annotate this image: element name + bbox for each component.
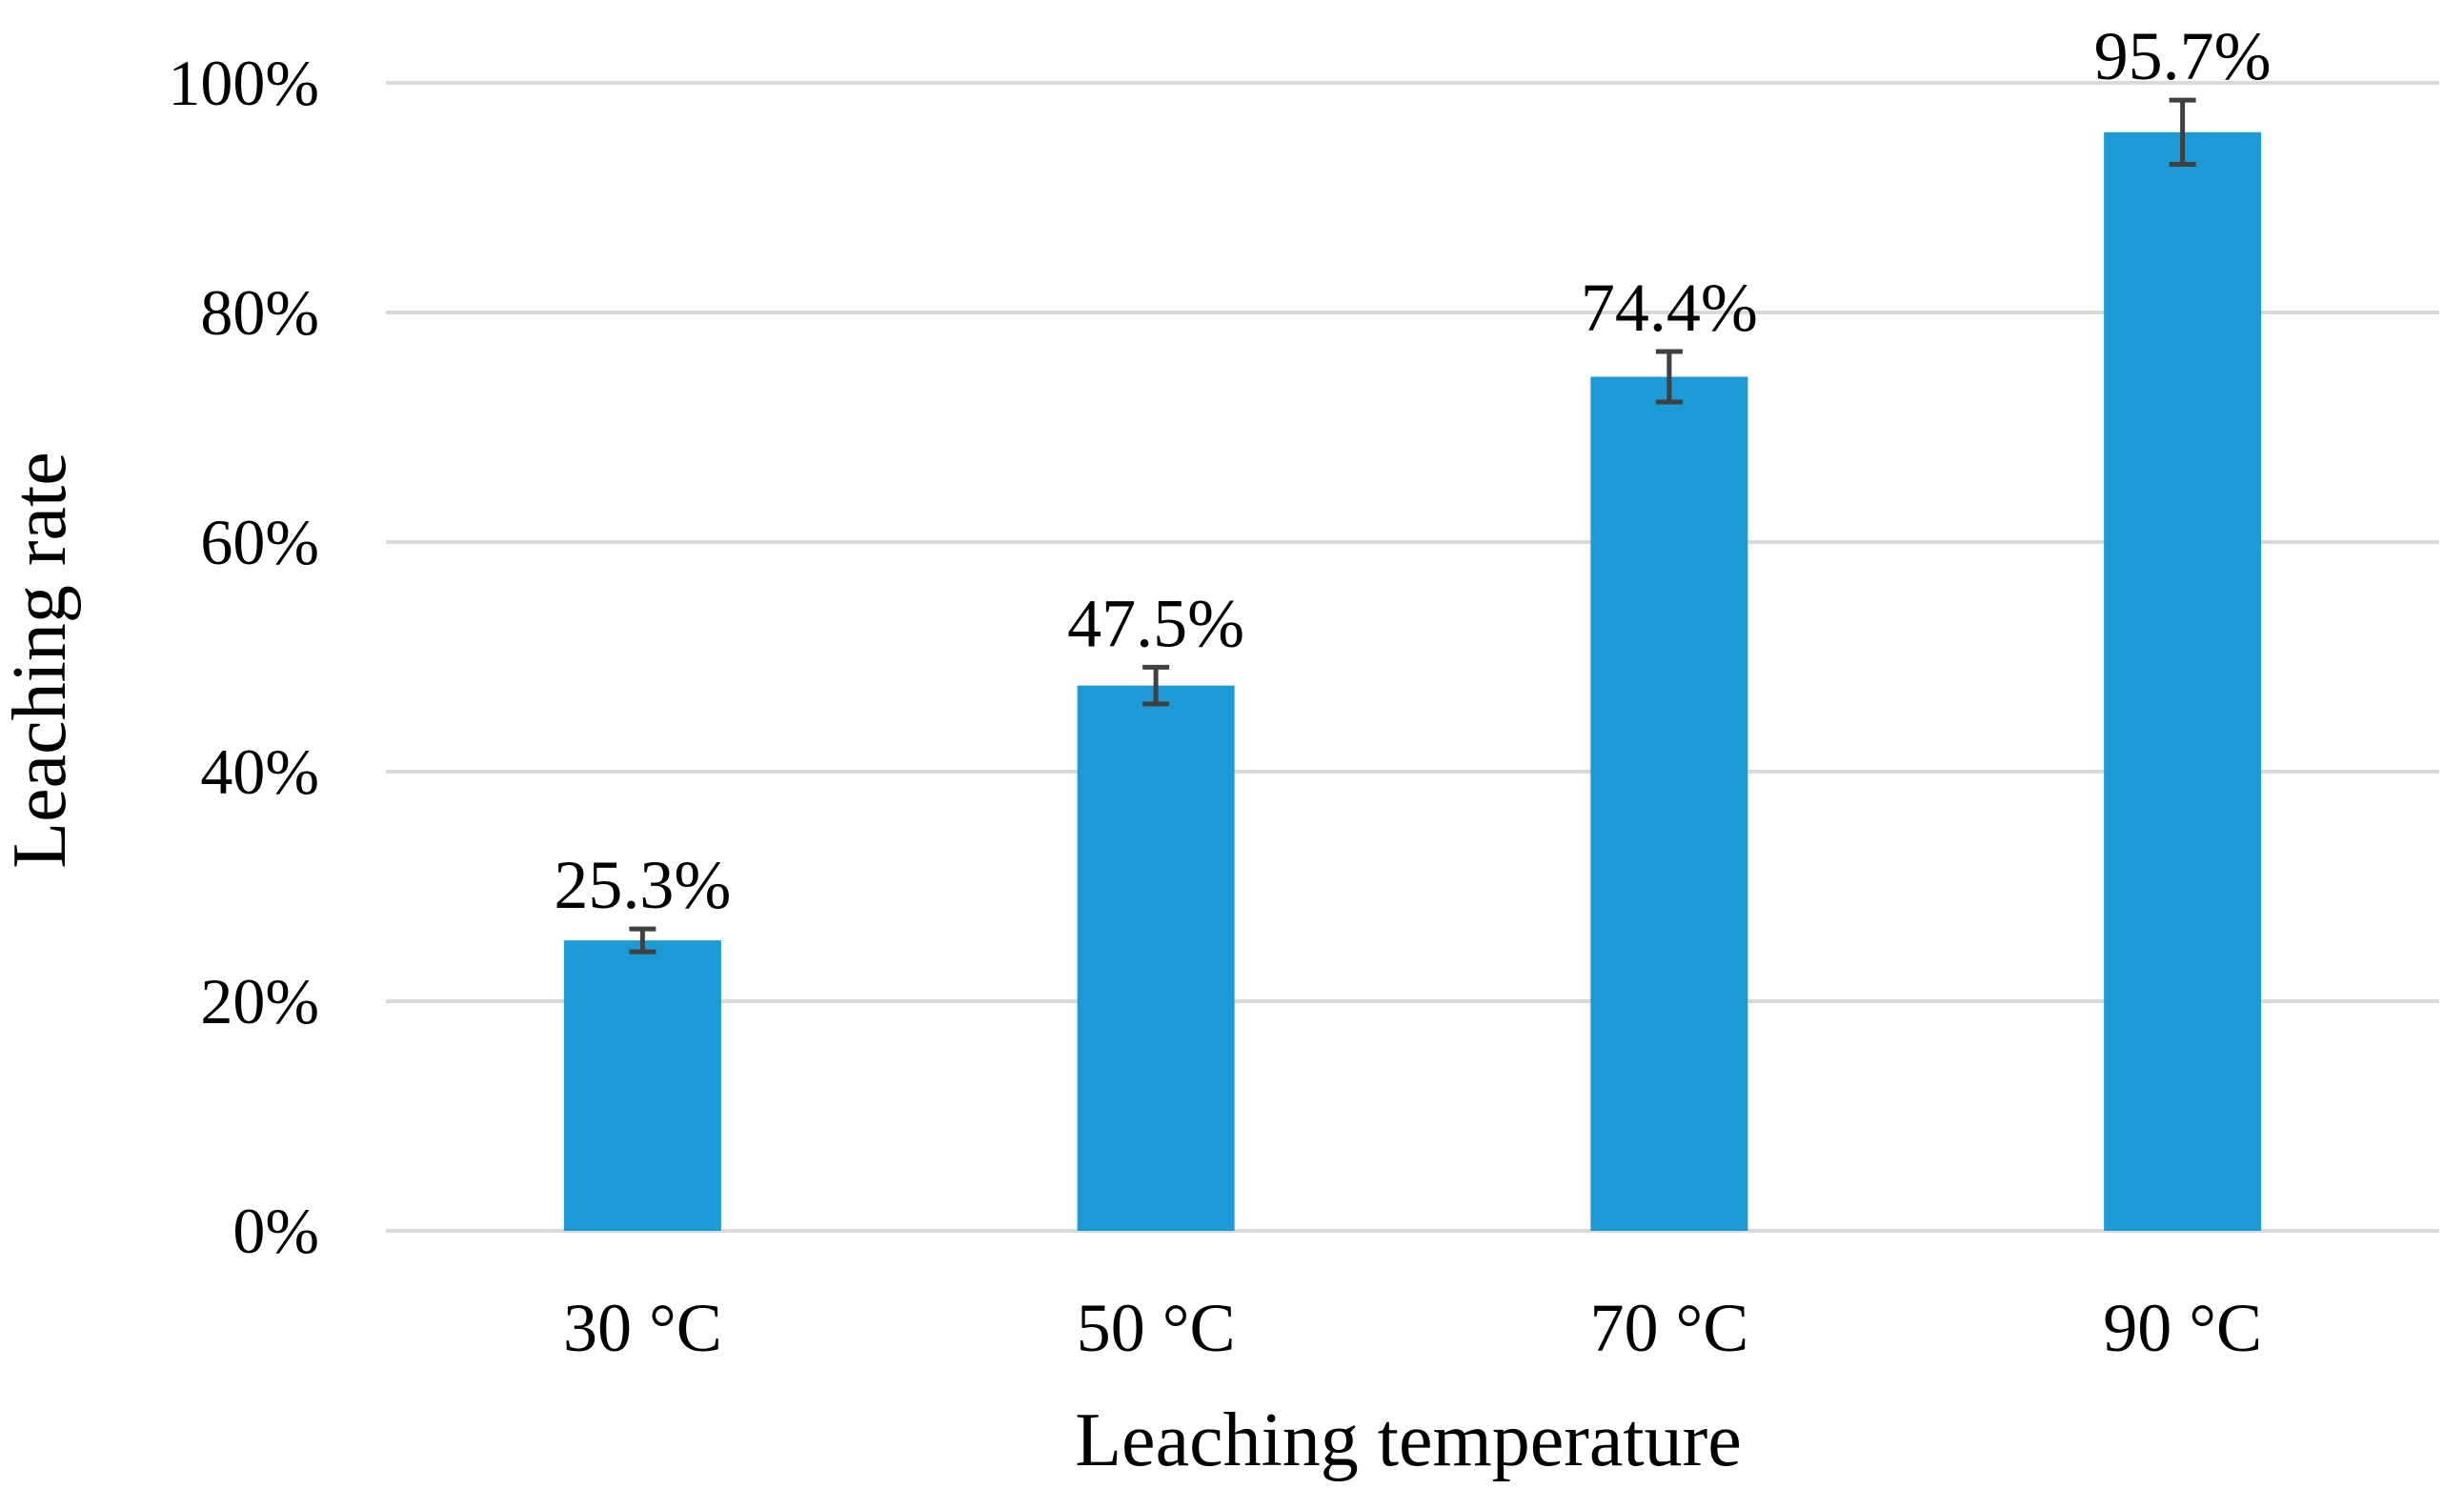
error-bar [2169, 97, 2196, 168]
x-tick-label: 50 °C [1077, 1290, 1236, 1366]
x-tick-label: 90 °C [2103, 1290, 2262, 1366]
y-axis-title: Leaching rate [0, 452, 82, 869]
y-tick-label: 0% [232, 1195, 319, 1267]
y-tick-label: 40% [200, 735, 319, 808]
error-bar [629, 926, 656, 955]
y-tick-label: 20% [200, 965, 319, 1037]
y-tick-label: 60% [200, 506, 319, 578]
bar [1590, 376, 1748, 1232]
y-tick-label: 80% [200, 276, 319, 349]
error-bar [1142, 664, 1170, 707]
data-label: 74.4% [1581, 270, 1758, 346]
x-tick-label: 70 °C [1589, 1290, 1748, 1366]
data-label: 47.5% [1067, 585, 1244, 661]
data-label: 95.7% [2094, 18, 2272, 94]
y-tick-label: 100% [168, 47, 319, 119]
x-tick-labels: 30 °C 50 °C 70 °C 90 °C [563, 1290, 2262, 1366]
x-tick-label: 30 °C [563, 1290, 722, 1366]
error-bar [1655, 349, 1683, 405]
bar [2104, 131, 2262, 1232]
bar [563, 940, 721, 1231]
error-bars [629, 97, 2196, 955]
x-axis-title: Leaching temperature [1075, 1398, 1742, 1482]
data-label: 25.3% [554, 847, 731, 923]
bar [1077, 685, 1235, 1231]
data-labels: 25.3% 47.5% 74.4% 95.7% [554, 18, 2271, 923]
y-tick-labels: 0% 20% 40% 60% 80% 100% [168, 47, 319, 1267]
gridlines [386, 81, 2439, 1233]
bars [563, 131, 2262, 1232]
